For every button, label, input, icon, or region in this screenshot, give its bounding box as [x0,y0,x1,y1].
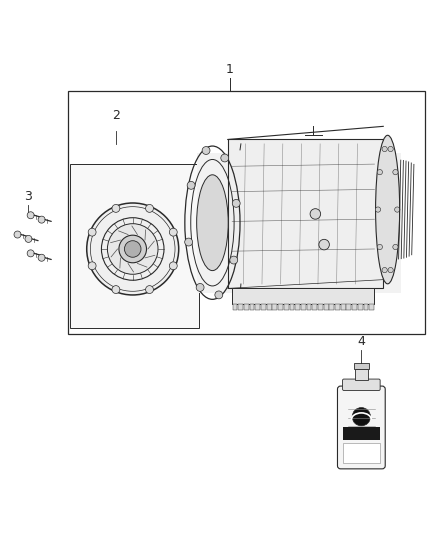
Bar [318,304,323,310]
Circle shape [377,169,382,175]
Circle shape [382,268,387,273]
Circle shape [27,212,34,219]
Circle shape [38,254,45,261]
Bar [238,304,243,310]
Circle shape [87,203,179,295]
Bar [369,304,374,310]
Circle shape [377,244,382,249]
Bar [68,91,425,334]
Bar [301,304,306,310]
Bar [352,304,357,310]
Bar [364,304,368,310]
Text: 4: 4 [357,335,365,348]
Circle shape [124,241,141,257]
Bar [255,304,260,310]
Circle shape [221,154,229,162]
Bar [343,427,379,440]
Circle shape [27,250,34,257]
Bar [267,304,272,310]
Circle shape [196,284,204,292]
Circle shape [352,408,371,426]
Circle shape [112,205,120,212]
Bar [329,304,334,310]
Bar [197,152,401,293]
Bar [312,304,317,310]
Circle shape [119,235,146,263]
Bar [355,369,368,381]
Circle shape [375,207,381,212]
Circle shape [388,268,393,273]
Bar [284,304,289,310]
Bar [70,164,199,328]
Bar [272,304,277,310]
Circle shape [112,286,120,294]
Bar [244,304,249,310]
Circle shape [319,239,329,250]
Bar [290,304,294,310]
Circle shape [88,262,96,270]
Bar [324,304,328,310]
Bar [228,140,383,288]
Circle shape [170,228,177,236]
Bar [233,304,237,310]
Bar [307,304,311,310]
Circle shape [187,181,195,189]
Bar [346,304,351,310]
Circle shape [393,169,398,175]
Bar [295,304,300,310]
FancyBboxPatch shape [343,379,380,391]
Circle shape [185,238,193,246]
Text: 2: 2 [112,109,120,122]
Bar [354,363,369,369]
Circle shape [170,262,177,270]
Circle shape [395,207,400,212]
Bar [343,443,379,463]
Circle shape [25,236,32,243]
Bar [358,304,363,310]
Circle shape [145,286,153,294]
Circle shape [38,216,45,223]
Bar [261,304,266,310]
Circle shape [88,228,96,236]
Bar [232,288,374,304]
Circle shape [388,147,393,152]
Circle shape [230,256,238,264]
Bar [341,304,346,310]
Circle shape [382,147,387,152]
Bar [250,304,254,310]
Text: 1: 1 [226,63,234,76]
Circle shape [310,209,321,219]
Bar [335,304,340,310]
Ellipse shape [375,135,399,284]
Circle shape [202,147,210,155]
FancyBboxPatch shape [337,386,385,469]
Circle shape [393,244,398,249]
Text: 3: 3 [24,190,32,203]
Circle shape [215,291,223,299]
Circle shape [232,199,240,207]
Ellipse shape [197,175,228,271]
Circle shape [107,224,158,274]
Bar [278,304,283,310]
Circle shape [14,231,21,238]
Circle shape [145,205,153,212]
